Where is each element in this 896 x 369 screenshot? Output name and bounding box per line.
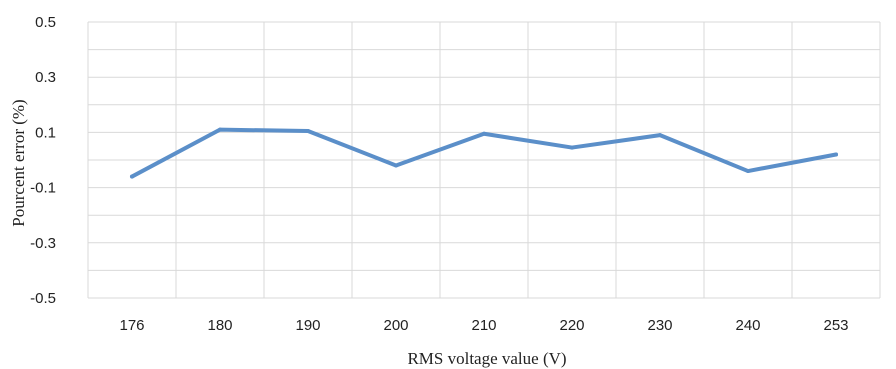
x-tick-label: 180 [207, 317, 232, 334]
x-axis-title: RMS voltage value (V) [407, 349, 566, 368]
x-tick-label: 230 [647, 317, 672, 334]
data-point [218, 127, 222, 132]
grid [87, 21, 881, 299]
y-tick-label: 0.5 [35, 14, 56, 31]
y-tick-label: -0.5 [30, 290, 56, 307]
y-axis-ticks: 0.5 0.3 0.1 -0.1 -0.3 -0.5 [30, 14, 56, 307]
data-point [570, 145, 574, 150]
x-tick-label: 253 [823, 317, 848, 334]
data-point [394, 163, 398, 168]
x-tick-label: 200 [383, 317, 408, 334]
series-line [130, 127, 838, 179]
data-point [306, 129, 310, 134]
data-point [658, 133, 662, 138]
x-tick-label: 210 [471, 317, 496, 334]
y-axis-title: Pourcent error (%) [9, 99, 28, 226]
y-tick-label: -0.3 [30, 235, 56, 252]
data-point [482, 131, 486, 136]
x-tick-label: 190 [295, 317, 320, 334]
y-tick-label: -0.1 [30, 180, 56, 197]
x-tick-label: 240 [735, 317, 760, 334]
data-point [746, 169, 750, 174]
x-axis-ticks: 176 180 190 200 210 220 230 240 253 [119, 317, 848, 334]
series [130, 127, 838, 179]
x-tick-label: 176 [119, 317, 144, 334]
y-tick-label: 0.1 [35, 124, 56, 141]
x-tick-label: 220 [559, 317, 584, 334]
data-point [130, 174, 134, 179]
y-tick-label: 0.3 [35, 69, 56, 86]
data-point [834, 152, 838, 157]
